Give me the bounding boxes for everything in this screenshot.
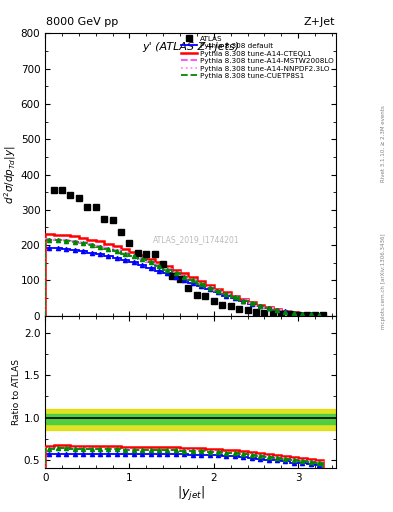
- Legend: ATLAS, Pythia 8.308 default, Pythia 8.308 tune-A14-CTEQL1, Pythia 8.308 tune-A14: ATLAS, Pythia 8.308 default, Pythia 8.30…: [181, 35, 334, 80]
- ATLAS: [211, 298, 216, 304]
- ATLAS: [195, 291, 199, 297]
- ATLAS: [220, 302, 224, 308]
- ATLAS: [136, 250, 140, 256]
- ATLAS: [321, 312, 326, 318]
- ATLAS: [237, 306, 241, 312]
- ATLAS: [51, 187, 56, 194]
- ATLAS: [102, 216, 107, 222]
- ATLAS: [186, 285, 191, 291]
- ATLAS: [144, 250, 149, 257]
- ATLAS: [304, 312, 309, 318]
- ATLAS: [279, 311, 284, 317]
- ATLAS: [296, 312, 300, 318]
- Text: mcplots.cern.ch [arXiv:1306.3436]: mcplots.cern.ch [arXiv:1306.3436]: [381, 234, 386, 329]
- ATLAS: [127, 240, 132, 246]
- Text: Rivet 3.1.10, ≥ 2.3M events: Rivet 3.1.10, ≥ 2.3M events: [381, 105, 386, 182]
- ATLAS: [178, 276, 182, 282]
- ATLAS: [203, 293, 208, 299]
- ATLAS: [77, 195, 81, 201]
- Line: ATLAS: ATLAS: [50, 187, 327, 318]
- ATLAS: [262, 310, 267, 316]
- ATLAS: [161, 261, 165, 267]
- ATLAS: [228, 303, 233, 309]
- ATLAS: [119, 229, 123, 235]
- ATLAS: [68, 191, 73, 198]
- X-axis label: $|y_{jet}|$: $|y_{jet}|$: [177, 485, 204, 503]
- Text: Z+Jet: Z+Jet: [304, 16, 335, 27]
- ATLAS: [287, 311, 292, 317]
- ATLAS: [94, 204, 98, 210]
- Text: y' (ATLAS Z+jets): y' (ATLAS Z+jets): [142, 42, 239, 52]
- ATLAS: [152, 251, 157, 257]
- ATLAS: [169, 272, 174, 279]
- Y-axis label: $d^2\sigma/dp_{Td}|y|$: $d^2\sigma/dp_{Td}|y|$: [2, 145, 18, 204]
- Text: ATLAS_2019_I1744201: ATLAS_2019_I1744201: [153, 235, 240, 244]
- ATLAS: [245, 307, 250, 313]
- ATLAS: [60, 187, 64, 194]
- ATLAS: [270, 311, 275, 317]
- Text: 8000 GeV pp: 8000 GeV pp: [46, 16, 119, 27]
- ATLAS: [312, 312, 317, 318]
- Y-axis label: Ratio to ATLAS: Ratio to ATLAS: [12, 359, 21, 425]
- ATLAS: [110, 217, 115, 223]
- ATLAS: [85, 204, 90, 210]
- ATLAS: [253, 309, 258, 315]
